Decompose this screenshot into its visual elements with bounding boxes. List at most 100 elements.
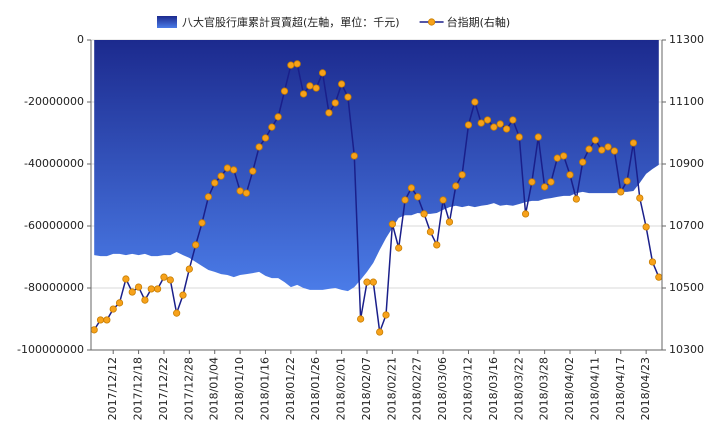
point	[490, 123, 498, 131]
point	[617, 188, 625, 196]
point	[185, 265, 193, 273]
x-tick-label: 2018/02/21	[385, 357, 398, 420]
point	[318, 69, 327, 77]
point	[452, 182, 460, 190]
point	[655, 273, 663, 281]
point	[553, 154, 561, 162]
point	[547, 178, 555, 186]
point	[255, 143, 263, 151]
point	[204, 193, 212, 201]
point	[515, 133, 523, 141]
x-tick-label: 2017/12/12	[106, 357, 119, 420]
point	[274, 113, 282, 121]
y2-tick-label: 11100	[669, 95, 704, 108]
point	[572, 195, 580, 203]
x-tick-label: 2018/04/23	[639, 357, 652, 420]
point	[141, 296, 149, 304]
x-tick-label: 2018/04/02	[563, 357, 576, 420]
x-tick-label: 2018/01/04	[208, 357, 221, 420]
legend-marker	[427, 18, 436, 26]
point	[477, 119, 485, 127]
point	[604, 143, 612, 151]
x-tick-label: 2017/12/28	[182, 357, 195, 420]
point	[179, 291, 187, 299]
point	[173, 309, 181, 317]
point	[103, 316, 111, 324]
point	[325, 109, 333, 117]
point	[623, 177, 631, 185]
point	[598, 146, 606, 154]
point	[96, 316, 105, 324]
point	[382, 311, 390, 319]
point	[560, 152, 568, 160]
point	[395, 244, 403, 252]
point	[230, 166, 238, 174]
y-tick-label: -100000000	[17, 343, 84, 356]
x-tick-label: 2018/03/06	[436, 357, 449, 420]
y2-tick-label: 10900	[669, 157, 704, 170]
y2-tick-label: 11300	[669, 33, 704, 46]
legend: 八大官股行庫累計買賣超(左軸，單位：千元) 台指期(右軸)	[157, 15, 510, 29]
point	[115, 299, 124, 307]
x-tick-label: 2018/04/17	[614, 357, 627, 420]
point	[407, 184, 415, 192]
point	[521, 210, 530, 218]
point	[223, 164, 232, 172]
x-tick-label: 2018/02/01	[335, 357, 348, 420]
point	[338, 80, 346, 88]
point	[471, 98, 479, 106]
x-tick-label: 2018/01/22	[284, 357, 297, 420]
x-tick-label: 2018/02/07	[360, 357, 373, 420]
point	[242, 189, 251, 197]
point	[192, 241, 200, 249]
point	[648, 258, 657, 266]
point	[350, 152, 358, 160]
point	[357, 315, 365, 323]
point	[134, 283, 143, 291]
point	[534, 133, 542, 141]
x-tick-label: 2018/03/22	[512, 357, 525, 420]
point	[433, 241, 441, 249]
legend-swatch	[157, 16, 177, 28]
legend-label: 台指期(右軸)	[447, 15, 511, 29]
point	[445, 218, 454, 226]
point	[369, 278, 377, 286]
x-tick-label: 2017/12/22	[157, 357, 170, 420]
point	[261, 134, 270, 142]
point	[109, 305, 117, 313]
point	[280, 87, 289, 95]
point	[306, 82, 314, 90]
point	[299, 90, 308, 98]
x-tick-label: 2018/03/12	[461, 357, 474, 420]
y-tick-label: -60000000	[24, 219, 84, 232]
point	[629, 139, 638, 147]
point	[128, 288, 136, 296]
x-tick-label: 2018/02/27	[411, 357, 424, 420]
point	[642, 223, 650, 231]
point	[217, 172, 225, 180]
x-tick-label: 2018/03/28	[538, 357, 551, 420]
y-tick-label: 0	[77, 33, 84, 46]
y-tick-label: -80000000	[24, 281, 84, 294]
x-tick-label: 2018/01/16	[258, 357, 271, 420]
point	[528, 178, 536, 186]
point	[464, 121, 473, 129]
area	[94, 40, 659, 292]
point	[566, 171, 574, 179]
point	[287, 61, 295, 69]
point	[293, 60, 301, 68]
legend-label: 八大官股行庫累計買賣超(左軸，單位：千元)	[182, 15, 400, 29]
point	[147, 285, 155, 293]
point	[376, 328, 384, 336]
point	[236, 187, 244, 195]
point	[211, 179, 219, 187]
point	[90, 326, 98, 334]
point	[122, 275, 130, 283]
x-tick-label: 2018/03/16	[487, 357, 500, 420]
point	[312, 84, 320, 92]
point	[198, 219, 206, 227]
point	[388, 220, 396, 228]
y2-tick-label: 10500	[669, 281, 704, 294]
point	[166, 276, 174, 284]
